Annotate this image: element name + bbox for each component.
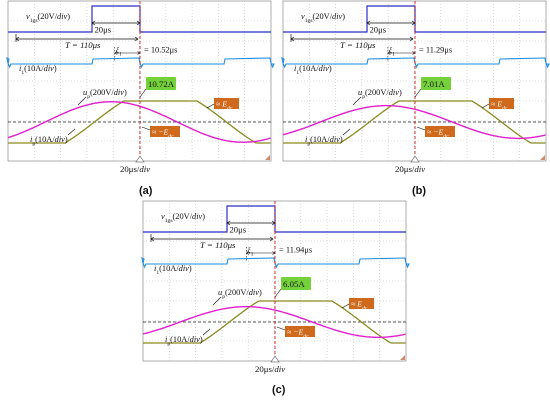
current-callout: 7.01A	[414, 77, 451, 98]
trace-vgs	[143, 205, 406, 233]
scope-screen: 20μs T = 110μs ξ1 = 11.29μs v1gs(20V/div) i1(…	[281, 0, 550, 174]
time-scale-label: 20μs/div	[120, 164, 150, 174]
scope-panel-a: 20μs T = 110μs ξ1 = 10.52μs v1gs(20V/div) i1(…	[6, 0, 275, 175]
period-label: T = 110μs	[340, 40, 376, 50]
label-up-leader	[77, 96, 87, 106]
delay-dimension	[387, 47, 416, 61]
panel-caption: (b)	[412, 185, 427, 197]
time-scale-label: 20μs/div	[255, 364, 285, 374]
e-dc-negative-label: ≈ −Edc	[416, 126, 455, 140]
trace-up	[143, 300, 406, 344]
label-i1: i1(10A/div)	[19, 64, 57, 76]
current-callout: 6.05A	[274, 277, 311, 298]
svg-text:≈ −Edc: ≈ −Edc	[427, 128, 449, 140]
delay-value-label: = 11.29μs	[419, 46, 452, 55]
pulse-width-label: 20μs	[230, 225, 247, 235]
svg-text:≈ −Edc: ≈ −Edc	[287, 328, 309, 340]
trace-ip	[142, 305, 406, 339]
scope-panel-c: 20μs T = 110μs ξ1 = 11.94μs v1gs(20V/div) i1(…	[141, 200, 410, 375]
corner-marker-icon	[265, 155, 270, 160]
label-ip-leader	[67, 128, 76, 136]
label-i1: i1(10A/div)	[294, 64, 332, 76]
trigger-marker-icon	[270, 355, 280, 363]
svg-text:≈ −Edc: ≈ −Edc	[152, 128, 174, 140]
label-up: up(200V/div)	[218, 288, 262, 300]
time-scale-label: 20μs/div	[395, 164, 425, 174]
corner-marker-icon	[400, 355, 405, 360]
trigger-marker-icon	[410, 155, 420, 163]
trace-up	[8, 100, 271, 144]
svg-text:≈ Edc: ≈ Edc	[216, 100, 233, 112]
e-dc-positive-label: ≈ Edc	[481, 98, 514, 112]
delay-dimension	[245, 247, 276, 261]
e-dc-negative-label: ≈ −Edc	[276, 326, 315, 340]
svg-text:≈ Edc: ≈ Edc	[351, 300, 368, 312]
e-dc-negative-label: ≈ −Edc	[141, 126, 180, 140]
label-up: up(200V/div)	[83, 88, 127, 100]
svg-text:6.05A: 6.05A	[283, 279, 305, 289]
label-ip: ip(10A/div)	[165, 335, 203, 347]
e-dc-positive-label: ≈ Edc	[206, 98, 239, 112]
pulse-width-label: 20μs	[370, 25, 387, 35]
label-up-leader	[352, 96, 362, 106]
period-dimension	[150, 234, 274, 242]
period-dimension	[290, 34, 414, 42]
pulse-width-label: 20μs	[95, 25, 112, 35]
pulse-width-dimension	[366, 20, 416, 26]
current-callout: 10.72A	[139, 77, 176, 98]
delay-value-label: = 11.94μs	[279, 246, 312, 255]
trace-ip	[282, 104, 546, 140]
label-ip: ip(10A/div)	[305, 135, 343, 147]
corner-marker-icon	[540, 155, 545, 160]
delay-dimension	[114, 47, 141, 61]
trace-ip	[7, 100, 271, 144]
trace-vgs	[8, 5, 271, 33]
scope-screen: 20μs T = 110μs ξ1 = 11.94μs v1gs(20V/div) i1(…	[141, 200, 410, 374]
delay-symbol: ξ1	[247, 246, 253, 258]
label-ip: ip(10A/div)	[30, 135, 68, 147]
label-vgs: v1gs(20V/div)	[301, 12, 345, 24]
pulse-width-dimension	[226, 220, 276, 226]
svg-text:10.72A: 10.72A	[148, 79, 175, 89]
delay-symbol: ξ1	[116, 46, 122, 58]
pulse-width-dimension	[91, 20, 141, 26]
delay-value-label: = 10.52μs	[144, 46, 177, 55]
delay-symbol: ξ1	[389, 46, 395, 58]
panel-caption: (c)	[272, 384, 286, 396]
svg-text:7.01A: 7.01A	[423, 79, 445, 89]
trace-up	[283, 100, 546, 144]
label-up: up(200V/div)	[358, 88, 402, 100]
label-ip-leader	[342, 128, 351, 136]
label-i1: i1(10A/div)	[154, 264, 192, 276]
trigger-marker-icon	[135, 155, 145, 163]
label-ip-leader	[202, 328, 211, 336]
period-label: T = 110μs	[65, 40, 101, 50]
panel-caption: (a)	[139, 185, 153, 197]
period-label: T = 110μs	[200, 240, 236, 250]
period-dimension	[15, 34, 139, 42]
label-vgs: v1gs(20V/div)	[161, 212, 205, 224]
label-vgs: v1gs(20V/div)	[26, 12, 70, 24]
label-up-leader	[212, 296, 222, 306]
trace-vgs	[283, 5, 546, 33]
scope-panel-b: 20μs T = 110μs ξ1 = 11.29μs v1gs(20V/div) i1(…	[281, 0, 550, 175]
scope-screen: 20μs T = 110μs ξ1 = 10.52μs v1gs(20V/div) i1(…	[6, 0, 275, 174]
e-dc-positive-label: ≈ Edc	[341, 298, 374, 312]
svg-text:≈ Edc: ≈ Edc	[491, 100, 508, 112]
